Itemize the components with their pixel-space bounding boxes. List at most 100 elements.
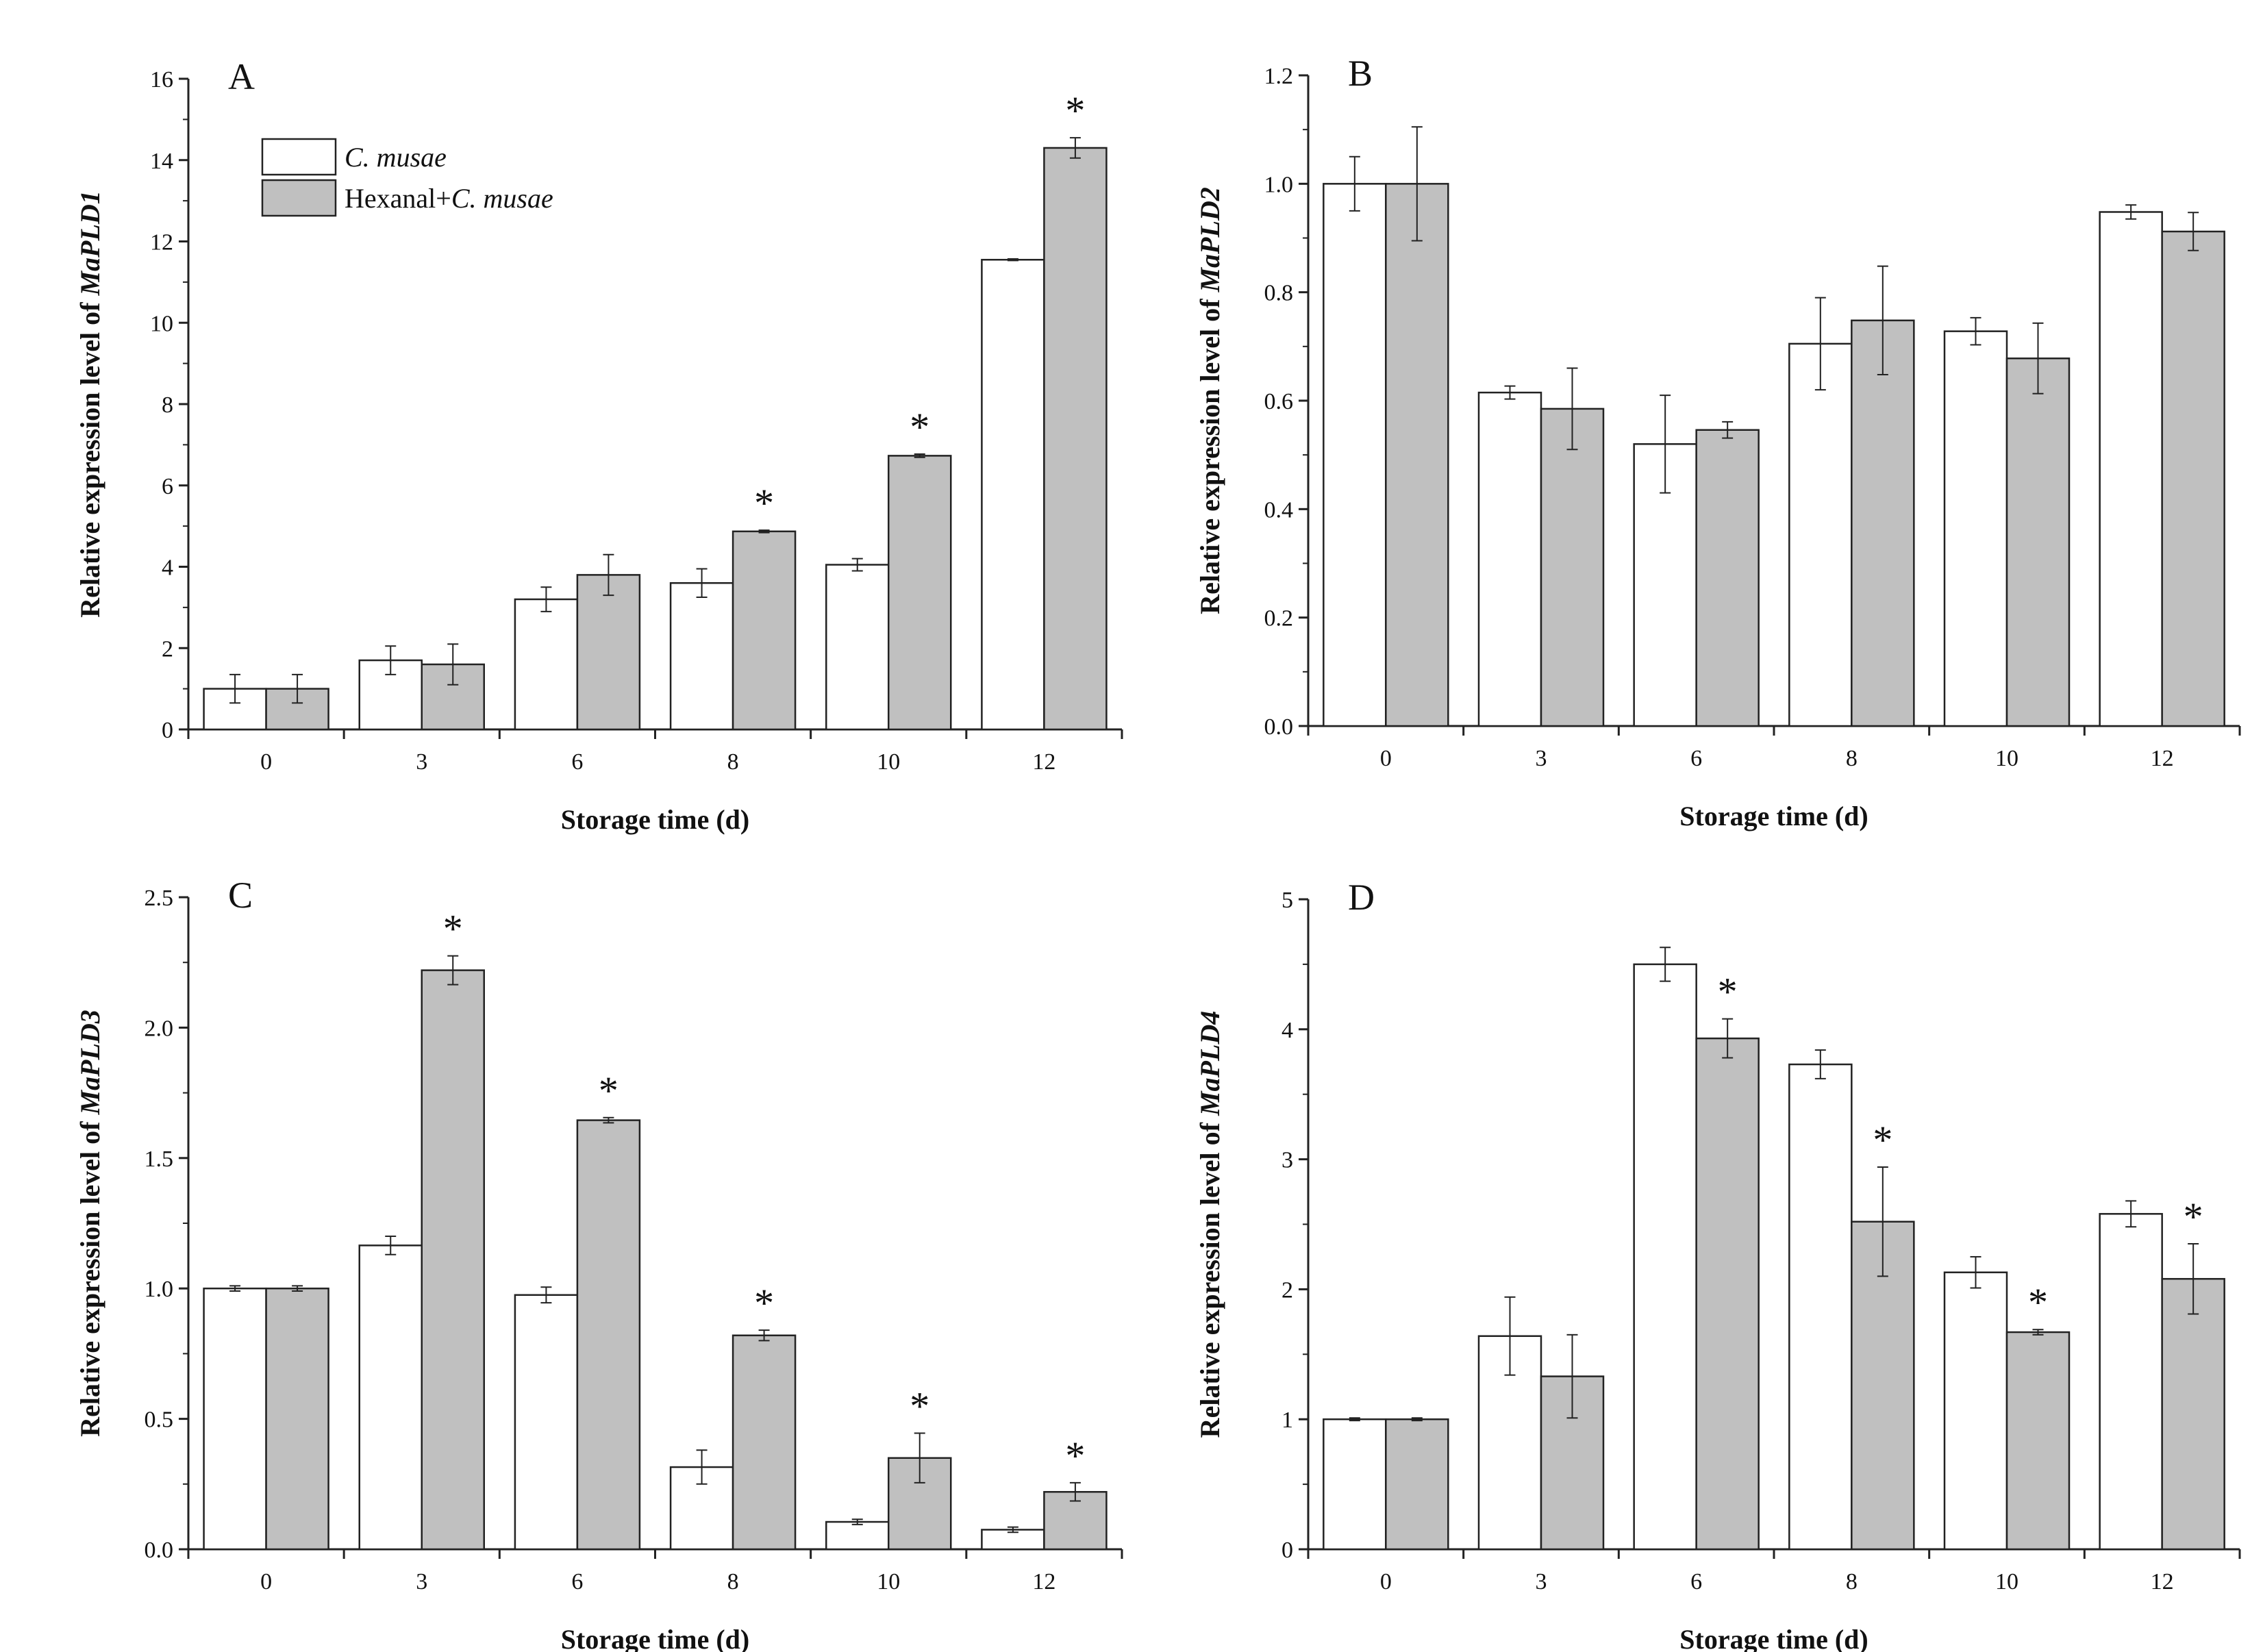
x-tick-label: 3 bbox=[416, 1569, 427, 1594]
y-tick-label: 1.2 bbox=[1264, 64, 1294, 89]
x-tick-label: 10 bbox=[1995, 746, 2018, 771]
y-tick-label: 4 bbox=[162, 555, 173, 581]
error-bar bbox=[1814, 1049, 1826, 1079]
y-axis-title-gene: MaPLD1 bbox=[75, 190, 105, 296]
y-tick-label: 16 bbox=[150, 67, 173, 92]
bar-hexanal-c-musae bbox=[1043, 147, 1108, 731]
x-axis-title: Storage time (d) bbox=[561, 804, 749, 835]
y-axis-title-prefix: Relative expression level of bbox=[75, 1115, 105, 1437]
y-tick-label: 0.8 bbox=[1264, 281, 1294, 306]
bar-c-musae bbox=[2099, 1213, 2163, 1551]
y-tick-label: 2.0 bbox=[145, 1016, 174, 1041]
y-axis-title: Relative expression level of MaPLD3 bbox=[75, 1010, 105, 1437]
error-bar bbox=[603, 553, 614, 597]
bar-hexanal-c-musae bbox=[1385, 183, 1449, 727]
bar-hexanal-c-musae bbox=[2005, 1331, 2071, 1551]
bar-c-musae bbox=[981, 258, 1045, 731]
bar-hexanal-c-musae bbox=[576, 574, 641, 731]
y-tick-label: 3 bbox=[1281, 1148, 1293, 1173]
y-axis-title: Relative expression level of MaPLD4 bbox=[1195, 1011, 1225, 1438]
y-axis-title: Relative expression level of MaPLD2 bbox=[1195, 187, 1225, 614]
significance-star: * bbox=[754, 1281, 774, 1325]
error-bar bbox=[603, 1116, 614, 1124]
y-tick-label: 0.4 bbox=[1264, 497, 1294, 523]
error-bar bbox=[1877, 265, 1888, 375]
y-tick-label: 1.0 bbox=[1264, 172, 1294, 197]
bar-c-musae bbox=[1788, 342, 1853, 727]
error-bar bbox=[1660, 395, 1671, 494]
x-tick-label: 8 bbox=[1846, 746, 1858, 771]
bar-hexanal-c-musae bbox=[2161, 1277, 2225, 1551]
error-bar bbox=[540, 586, 552, 612]
significance-star: * bbox=[910, 1384, 929, 1429]
error-bar bbox=[2125, 1200, 2137, 1228]
significance-star: * bbox=[910, 405, 929, 449]
bar-c-musae bbox=[825, 564, 890, 731]
bar-c-musae bbox=[1943, 1271, 2008, 1551]
y-tick-label: 0.0 bbox=[145, 1538, 174, 1563]
bar-hexanal-c-musae bbox=[1851, 319, 1915, 727]
x-tick-label: 8 bbox=[1846, 1569, 1858, 1594]
y-tick-label: 8 bbox=[162, 392, 173, 418]
error-bar bbox=[1877, 1166, 1888, 1277]
x-tick-label: 12 bbox=[1032, 749, 1055, 775]
bar-hexanal-c-musae bbox=[1385, 1418, 1449, 1551]
bar-hexanal-c-musae bbox=[732, 530, 797, 731]
error-bar bbox=[914, 453, 925, 458]
x-tick-label: 10 bbox=[877, 749, 900, 775]
legend-label-hexanal-italic: C. musae bbox=[451, 183, 553, 214]
x-tick-label: 12 bbox=[2151, 1569, 2174, 1594]
error-bar bbox=[851, 558, 863, 572]
bar-c-musae bbox=[203, 1287, 267, 1551]
bar-c-musae bbox=[669, 582, 734, 731]
error-bar bbox=[1349, 1417, 1360, 1422]
panel-b: 0.0 0.2 0.4 0.6 0.8 1.0 1.2 0 3 6 8 10 12 B Storage ti… bbox=[1195, 53, 2241, 831]
y-tick-label: 1.0 bbox=[145, 1277, 174, 1302]
error-bar bbox=[1660, 947, 1671, 982]
y-tick-label: 0 bbox=[162, 718, 173, 743]
error-bar bbox=[758, 529, 770, 534]
bar-c-musae bbox=[1788, 1063, 1853, 1551]
error-bar bbox=[447, 643, 459, 686]
bar-c-musae bbox=[1323, 183, 1387, 727]
y-tick-label: 2.5 bbox=[145, 886, 174, 911]
bar-c-musae bbox=[358, 1244, 423, 1551]
x-tick-label: 3 bbox=[1536, 1569, 1547, 1594]
error-bar bbox=[447, 955, 459, 986]
significance-star: * bbox=[2028, 1280, 2048, 1325]
y-tick-label: 5 bbox=[1281, 888, 1293, 913]
legend-label-c-musae: C. musae bbox=[345, 142, 447, 173]
y-axis-title-gene: MaPLD4 bbox=[1195, 1011, 1225, 1116]
x-axis-title: Storage time (d) bbox=[561, 1624, 749, 1652]
y-tick-label: 1.5 bbox=[145, 1147, 174, 1172]
bar-c-musae bbox=[1633, 963, 1697, 1551]
panel-c: 0.0 0.5 1.0 1.5 2.0 2.5 0 3 6 8 10 12 * * * * * C Storage … bbox=[75, 875, 1123, 1652]
error-bar bbox=[2188, 212, 2199, 251]
y-axis-title-prefix: Relative expression level of bbox=[1195, 292, 1225, 614]
significance-star: * bbox=[443, 907, 463, 951]
y-axis-title-prefix: Relative expression level of bbox=[1195, 1116, 1225, 1438]
error-bar bbox=[1504, 1296, 1516, 1376]
y-tick-label: 2 bbox=[1281, 1277, 1293, 1303]
legend-swatch-hexanal bbox=[261, 179, 337, 217]
bar-hexanal-c-musae bbox=[1540, 408, 1605, 727]
bar-c-musae bbox=[514, 598, 579, 731]
x-tick-label: 8 bbox=[727, 1569, 739, 1594]
significance-star: * bbox=[2184, 1194, 2203, 1239]
x-tick-label: 12 bbox=[1032, 1569, 1055, 1594]
panel-label: C bbox=[228, 875, 253, 916]
y-axis-title-prefix: Relative expression level of bbox=[75, 296, 105, 618]
bar-c-musae bbox=[514, 1294, 579, 1551]
x-tick-label: 6 bbox=[1690, 746, 1702, 771]
error-bar bbox=[1722, 421, 1734, 439]
panel-a: 0 2 4 6 8 10 12 14 16 0 3 6 8 10 12 * * * A Storage time (d… bbox=[75, 56, 1123, 835]
error-bar bbox=[540, 1286, 552, 1304]
bar-c-musae bbox=[1323, 1418, 1387, 1551]
y-tick-label: 0.6 bbox=[1264, 389, 1294, 414]
y-tick-label: 1 bbox=[1281, 1407, 1293, 1433]
error-bar bbox=[292, 1285, 303, 1292]
bar-hexanal-c-musae bbox=[1695, 429, 1760, 727]
x-tick-label: 0 bbox=[1380, 1569, 1392, 1594]
error-bar bbox=[851, 1518, 863, 1525]
